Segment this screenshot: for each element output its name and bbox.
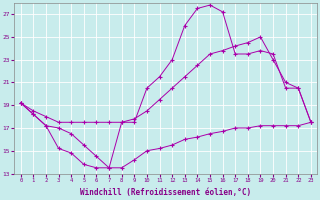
X-axis label: Windchill (Refroidissement éolien,°C): Windchill (Refroidissement éolien,°C) — [80, 188, 252, 197]
